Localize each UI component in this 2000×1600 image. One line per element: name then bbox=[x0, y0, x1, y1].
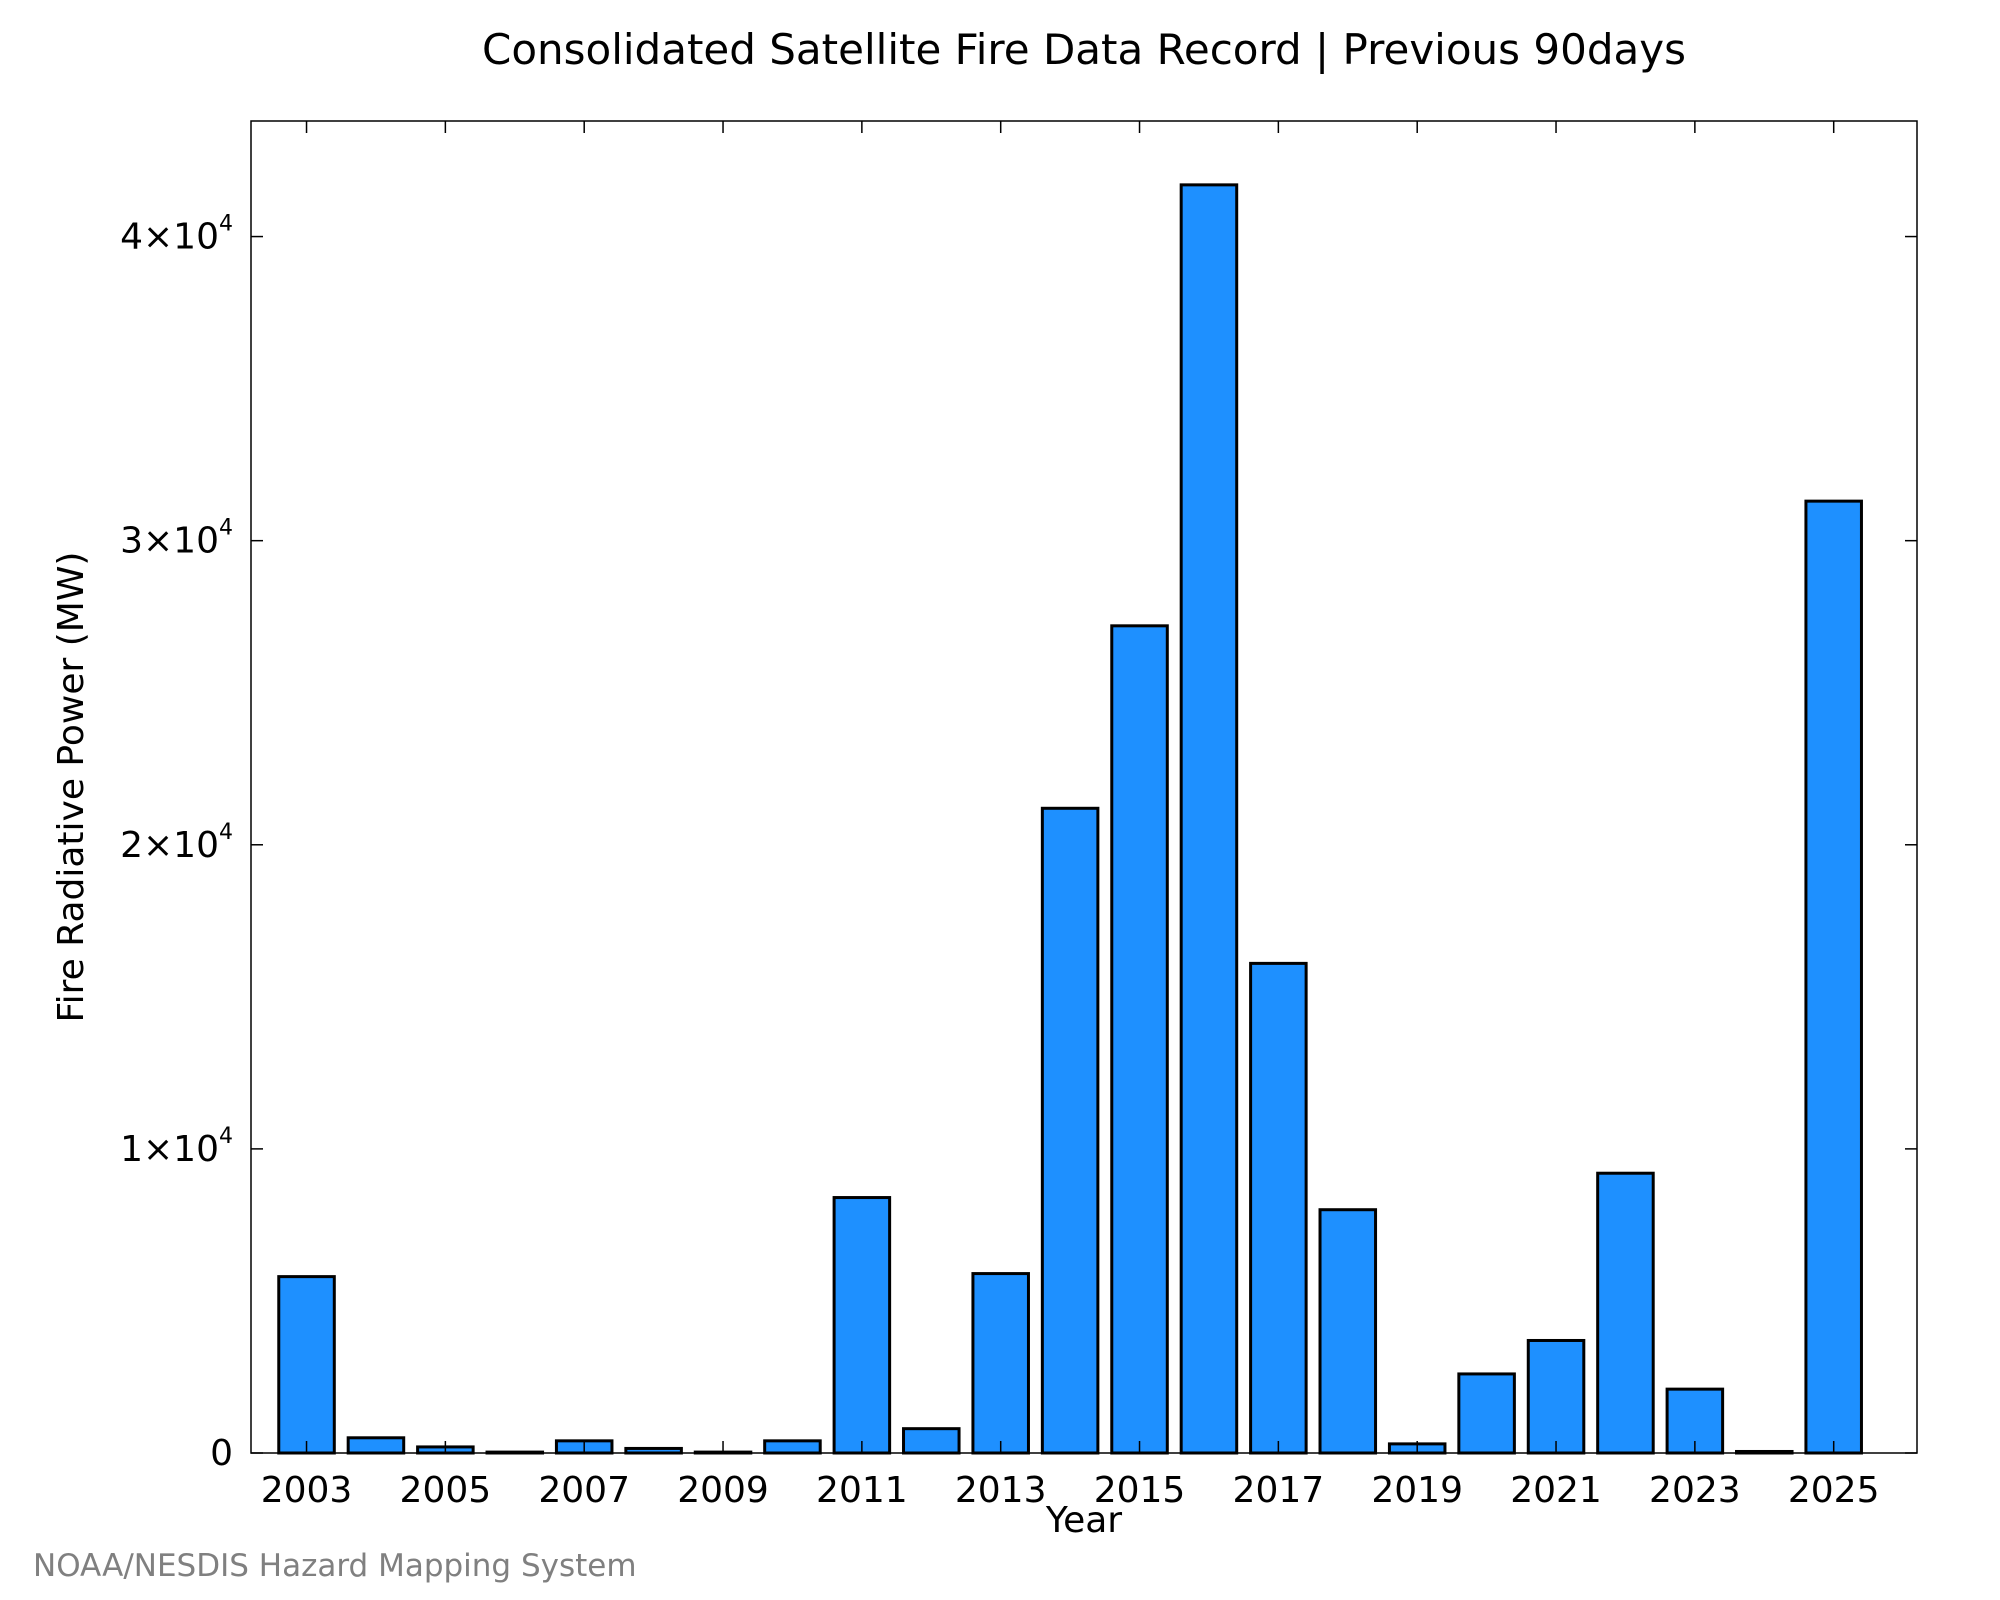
bar-2010 bbox=[763, 1439, 822, 1455]
bar-2018 bbox=[1318, 1208, 1378, 1455]
bars-layer bbox=[277, 183, 1863, 1455]
credit-text: NOAA/NESDIS Hazard Mapping System bbox=[33, 1548, 637, 1584]
bar-2021 bbox=[1526, 1338, 1586, 1455]
plot-frame bbox=[250, 120, 1918, 1454]
y-tick-label-20000: 2×104 bbox=[120, 820, 233, 866]
chart-title: Consolidated Satellite Fire Data Record … bbox=[482, 25, 1686, 74]
bar-2020 bbox=[1457, 1372, 1516, 1455]
x-tick-label-2023: 2023 bbox=[1649, 1470, 1741, 1511]
x-tick-label-2015: 2015 bbox=[1094, 1470, 1186, 1511]
bar-2012 bbox=[902, 1427, 961, 1455]
x-tick-label-2021: 2021 bbox=[1510, 1470, 1602, 1511]
x-tick-label-2025: 2025 bbox=[1788, 1470, 1880, 1511]
bar-2003 bbox=[277, 1275, 336, 1455]
y-tick-label-0: 0 bbox=[210, 1433, 233, 1474]
y-tick-label-40000: 4×104 bbox=[120, 212, 233, 258]
bar-2025 bbox=[1804, 499, 1863, 1455]
x-axis-label: Year bbox=[1045, 1500, 1122, 1541]
x-tick-label-2017: 2017 bbox=[1233, 1470, 1325, 1511]
y-tick-label-10000: 1×104 bbox=[120, 1124, 233, 1170]
x-tick-label-2009: 2009 bbox=[677, 1470, 769, 1511]
x-tick-label-2005: 2005 bbox=[400, 1470, 492, 1511]
x-tick-label-2003: 2003 bbox=[261, 1470, 353, 1511]
y-axis-label: Fire Radiative Power (MW) bbox=[51, 552, 92, 1023]
bar-2015 bbox=[1110, 624, 1169, 1455]
bar-2016 bbox=[1179, 183, 1239, 1455]
x-tick-label-2007: 2007 bbox=[538, 1470, 630, 1511]
x-tick-label-2011: 2011 bbox=[816, 1470, 908, 1511]
bar-2014 bbox=[1040, 806, 1100, 1455]
bar-2013 bbox=[971, 1272, 1030, 1455]
axes-layer: 2003 2005 2007 2009 2011 2013 2015 2017 2019 2021… bbox=[120, 121, 1917, 1511]
bar-2017 bbox=[1249, 961, 1308, 1455]
bar-2011 bbox=[832, 1196, 892, 1455]
x-tick-label-2019: 2019 bbox=[1371, 1470, 1463, 1511]
x-tick-label-2013: 2013 bbox=[955, 1470, 1047, 1511]
y-tick-label-30000: 3×104 bbox=[120, 516, 233, 562]
bar-2004 bbox=[346, 1436, 406, 1455]
bar-2022 bbox=[1596, 1171, 1655, 1455]
